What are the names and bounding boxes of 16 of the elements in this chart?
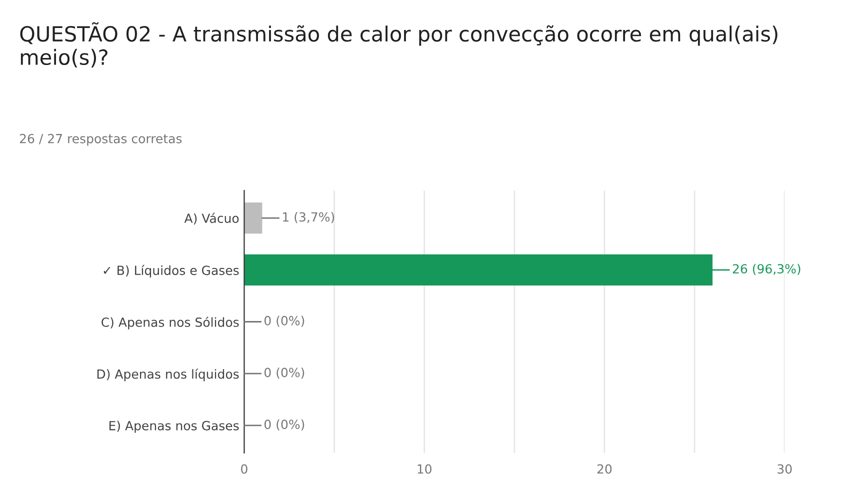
y-tick-label: E) Apenas nos Gases (109, 420, 239, 433)
y-tick-label: D) Apenas nos líquidos (97, 368, 239, 382)
y-tick-label: C) Apenas nos Sólidos (102, 316, 239, 330)
data-label: 0 (0%) (264, 368, 304, 379)
x-tick-label: 30 (778, 464, 792, 474)
text: 26 / 27 respostas corretas (20, 134, 182, 146)
y-tick-label: ✓ B) Líquidos e Gases (104, 264, 239, 278)
data-label: 26 (96,3%) (732, 264, 800, 275)
data-label: 0 (0%) (264, 316, 304, 327)
chart-title: QUESTÃO 02 - A transmissão de calor por convecção ocorre em qual(ais) meio(s)? (20, 22, 778, 68)
x-tick-label: 10 (418, 464, 432, 474)
data-label: 1 (3,7%) (283, 212, 334, 224)
x-tick-label: 20 (597, 464, 612, 474)
data-label: 0 (0%) (264, 419, 304, 431)
y-tick-label: A) Vácuo (184, 212, 239, 224)
x-tick-label: 0 (241, 464, 248, 474)
